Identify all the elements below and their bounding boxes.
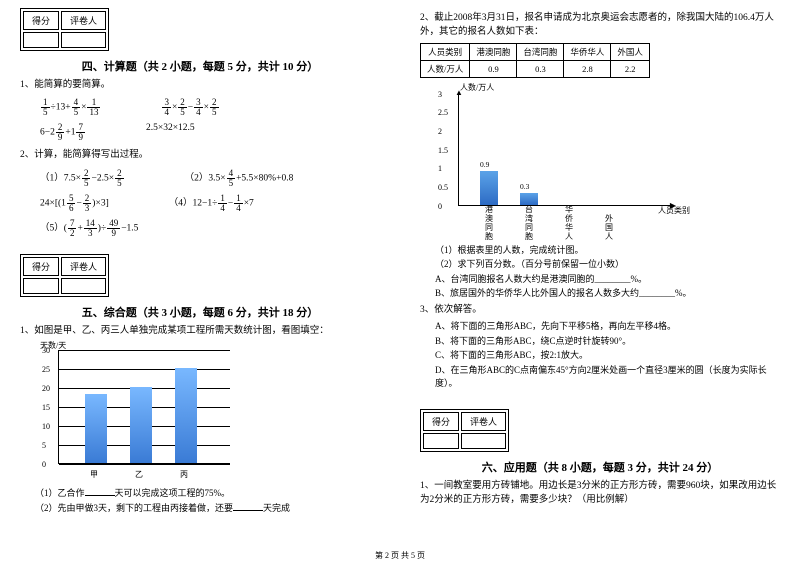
chart-people: 人数/万人 人员类别 ▲ ▶ 00.511.522.530.9港 澳 同 胞0.… (430, 82, 690, 242)
page-footer: 第 2 页 共 5 页 (0, 550, 800, 561)
section-5-title: 五、综合题（共 3 小题，每题 6 分，共计 18 分） (20, 304, 380, 320)
math-row-5: （5）(72+143)÷499−1.5 (40, 219, 380, 238)
score-box-4: 得分评卷人 (20, 8, 109, 51)
subs-container: （1）根据表里的人数，完成统计图。（2）求下列百分数。（百分号前保留一位小数）A… (420, 244, 780, 300)
left-column: 得分评卷人 四、计算题（共 2 小题，每题 5 分，共计 10 分） 1、能简算… (0, 0, 400, 565)
chart-days: 天数/天 051015202530甲乙丙 (40, 342, 240, 482)
score-label: 得分 (23, 11, 59, 30)
eq-2c: 24×[(156−23)×3] (40, 194, 109, 213)
eq-2b: （2）3.5×45+5.5×80%+0.8 (185, 169, 294, 188)
arrow-right-icon: ▶ (670, 201, 676, 210)
score-box-5: 得分评卷人 (20, 254, 109, 297)
table-data-row: 人数/万人0.90.32.82.2 (421, 60, 650, 77)
reviewer-label: 评卷人 (61, 11, 106, 30)
math-row-2: 6−229+179 2.5×32×12.5 (40, 123, 380, 142)
page-container: 得分评卷人 四、计算题（共 2 小题，每题 5 分，共计 10 分） 1、能简算… (0, 0, 800, 565)
q5-1-sub2: （2）先由甲做3天，剩下的工程由丙接着做，还要天完成 (35, 501, 380, 515)
q4-2: 2、计算，能简算得写出过程。 (20, 148, 380, 162)
eq-2a: （1）7.5×25−2.5×25 (40, 169, 125, 188)
right-column: 2、截止2008年3月31日，报名申请成为北京奥运会志愿者的，除我国大陆的106… (400, 0, 800, 565)
data-table: 人员类别港澳同胞台湾同胞华侨华人外国人 人数/万人0.90.32.82.2 (420, 43, 650, 78)
q3: 3、依次解答。 (420, 303, 780, 317)
math-row-4: 24×[(156−23)×3] （4）12−1÷14−14×7 (40, 194, 380, 213)
reviewer-cell (61, 32, 106, 48)
right-intro: 2、截止2008年3月31日，报名申请成为北京奥运会志愿者的，除我国大陆的106… (420, 11, 780, 40)
q5-1-sub1: （1）乙合作天可以完成这项工程的75%。 (35, 486, 380, 500)
eq-1c: 6−229+179 (40, 123, 86, 142)
eq-1b: 34×25−34×25 (161, 98, 219, 117)
section-6-title: 六、应用题（共 8 小题，每题 3 分，共计 24 分） (420, 459, 780, 475)
score-cell (23, 32, 59, 48)
chart2-ytitle: 人数/万人 (460, 82, 494, 93)
table-header-row: 人员类别港澳同胞台湾同胞华侨华人外国人 (421, 43, 650, 60)
eq-2e: （5）(72+143)÷499−1.5 (40, 219, 138, 238)
math-row-1: 15÷13+45×113 34×25−34×25 (40, 98, 380, 117)
eq-1a: 15÷13+45×113 (40, 98, 101, 117)
eq-1d: 2.5×32×12.5 (146, 123, 195, 142)
math-row-3: （1）7.5×25−2.5×25 （2）3.5×45+5.5×80%+0.8 (40, 169, 380, 188)
section-4-title: 四、计算题（共 2 小题，每题 5 分，共计 10 分） (20, 58, 380, 74)
eq-2d: （4）12−1÷14−14×7 (169, 194, 254, 213)
q6-1: 1、一间教室要用方砖铺地。用边长是3分米的正方形方砖，需要960块，如果改用边长… (420, 479, 780, 508)
q4-1: 1、能简算的要简算。 (20, 78, 380, 92)
chart2-yaxis (458, 94, 459, 206)
score-box-6: 得分评卷人 (420, 409, 509, 452)
q5-1: 1、如图是甲、乙、丙三人单独完成某项工程所需天数统计图，看图填空： (20, 324, 380, 338)
q3-subs-container: A、将下面的三角形ABC，先向下平移5格，再向左平移4格。B、将下面的三角形AB… (420, 320, 780, 389)
